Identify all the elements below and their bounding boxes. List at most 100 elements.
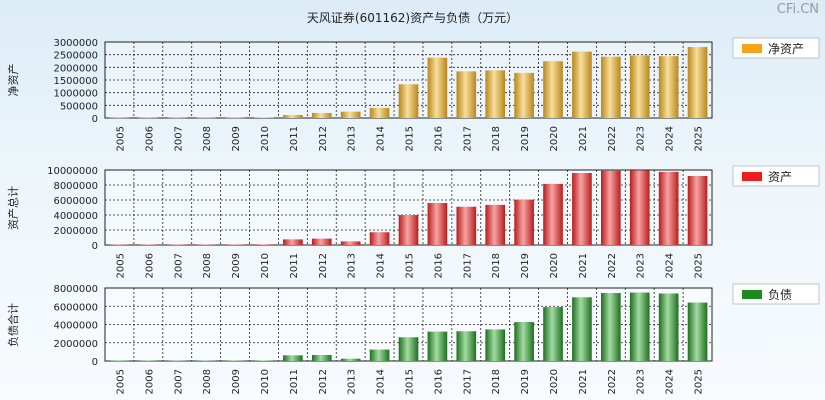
bar-total-assets-2008[interactable] xyxy=(196,244,216,246)
bar-total-assets-2009[interactable] xyxy=(225,244,245,246)
y-tick-label: 2500000 xyxy=(53,51,98,62)
bar-total-assets-2025[interactable] xyxy=(687,176,708,245)
bar-total-liabilities-2025[interactable] xyxy=(687,302,708,361)
bar-total-liabilities-2024[interactable] xyxy=(658,293,679,361)
x-tick-label: 2017 xyxy=(462,253,473,278)
bar-net-assets-2009[interactable] xyxy=(225,117,245,119)
x-tick-label: 2018 xyxy=(491,126,502,151)
bar-total-assets-2010[interactable] xyxy=(254,244,274,245)
y-tick-label: 6000000 xyxy=(53,302,98,313)
x-tick-label: 2013 xyxy=(347,369,358,394)
bar-net-assets-2016[interactable] xyxy=(427,57,448,118)
bar-total-assets-2016[interactable] xyxy=(427,203,448,245)
bar-total-liabilities-2018[interactable] xyxy=(485,329,506,361)
bar-total-liabilities-2009[interactable] xyxy=(225,360,245,362)
bar-net-assets-2005[interactable] xyxy=(109,117,130,119)
legend-label: 负债 xyxy=(768,288,792,302)
x-tick-label: 2019 xyxy=(520,253,531,278)
bar-total-liabilities-2022[interactable] xyxy=(601,293,621,361)
bar-total-assets-2024[interactable] xyxy=(658,171,679,245)
bar-net-assets-2014[interactable] xyxy=(369,107,390,118)
x-tick-label: 2012 xyxy=(318,253,329,278)
bar-net-assets-2019[interactable] xyxy=(514,72,534,118)
bar-net-assets-2020[interactable] xyxy=(543,61,563,118)
x-tick-label: 2005 xyxy=(115,369,126,394)
bar-total-assets-2020[interactable] xyxy=(543,183,563,245)
bar-net-assets-2010[interactable] xyxy=(254,117,274,118)
bar-total-assets-2007[interactable] xyxy=(167,244,188,246)
bar-total-assets-2012[interactable] xyxy=(311,238,332,245)
bar-total-liabilities-2005[interactable] xyxy=(109,360,130,362)
bar-net-assets-2022[interactable] xyxy=(601,56,621,118)
x-tick-label: 2011 xyxy=(289,126,300,151)
y-axis-label: 净资产 xyxy=(6,64,20,97)
y-tick-label: 10000000 xyxy=(47,166,98,177)
x-tick-label: 2007 xyxy=(173,253,184,278)
bar-net-assets-2008[interactable] xyxy=(196,117,216,119)
bar-net-assets-2023[interactable] xyxy=(629,55,650,118)
bar-total-assets-2005[interactable] xyxy=(109,244,130,246)
legend-label: 净资产 xyxy=(768,42,804,56)
x-tick-label: 2007 xyxy=(173,369,184,394)
y-tick-label: 2000000 xyxy=(53,63,98,74)
bar-total-assets-2011[interactable] xyxy=(283,239,303,245)
bar-total-assets-2019[interactable] xyxy=(514,199,534,245)
x-tick-label: 2023 xyxy=(636,126,647,151)
y-tick-label: 6000000 xyxy=(53,196,98,207)
y-axis-label: 资产总计 xyxy=(6,186,20,230)
x-tick-label: 2014 xyxy=(376,253,387,278)
bar-net-assets-2011[interactable] xyxy=(283,114,303,118)
bar-total-liabilities-2013[interactable] xyxy=(340,358,361,361)
bar-total-liabilities-2008[interactable] xyxy=(196,360,216,362)
y-tick-label: 0 xyxy=(92,357,98,368)
bar-net-assets-2015[interactable] xyxy=(398,84,419,118)
bar-total-assets-2017[interactable] xyxy=(456,206,477,245)
bar-total-assets-2023[interactable] xyxy=(629,170,650,245)
bar-total-liabilities-2011[interactable] xyxy=(283,355,303,361)
y-tick-label: 500000 xyxy=(60,101,98,112)
x-tick-label: 2024 xyxy=(665,369,676,394)
bar-net-assets-2017[interactable] xyxy=(456,71,477,118)
bar-net-assets-2013[interactable] xyxy=(340,111,361,118)
x-tick-label: 2005 xyxy=(115,253,126,278)
x-tick-label: 2025 xyxy=(694,253,705,278)
bar-total-liabilities-2021[interactable] xyxy=(572,297,592,361)
x-tick-label: 2021 xyxy=(578,126,589,151)
bar-total-liabilities-2019[interactable] xyxy=(514,322,534,361)
legend-swatch xyxy=(742,44,762,53)
bar-net-assets-2006[interactable] xyxy=(138,117,159,119)
x-tick-label: 2008 xyxy=(202,253,213,278)
bar-net-assets-2025[interactable] xyxy=(687,47,708,118)
bar-total-assets-2013[interactable] xyxy=(340,241,361,245)
bar-net-assets-2007[interactable] xyxy=(167,117,188,119)
bar-total-liabilities-2007[interactable] xyxy=(167,360,188,362)
bar-net-assets-2024[interactable] xyxy=(658,56,679,118)
x-tick-label: 2024 xyxy=(665,126,676,151)
bar-total-liabilities-2023[interactable] xyxy=(629,292,650,361)
chart-total-assets: 0 2000000 4000000 6000000 8000000 10000000 200… xyxy=(6,165,820,278)
bar-total-liabilities-2006[interactable] xyxy=(138,360,159,362)
x-tick-label: 2009 xyxy=(231,126,242,151)
bar-total-liabilities-2020[interactable] xyxy=(543,307,563,361)
bar-net-assets-2018[interactable] xyxy=(485,70,506,118)
x-tick-label: 2021 xyxy=(578,253,589,278)
y-tick-label: 0 xyxy=(92,241,98,252)
bar-total-assets-2022[interactable] xyxy=(601,170,621,245)
bar-total-assets-2021[interactable] xyxy=(572,173,592,245)
bar-total-liabilities-2014[interactable] xyxy=(369,349,390,361)
bar-net-assets-2012[interactable] xyxy=(311,112,332,118)
bar-total-liabilities-2015[interactable] xyxy=(398,337,419,361)
bar-net-assets-2021[interactable] xyxy=(572,51,592,119)
y-tick-label: 3000000 xyxy=(53,38,98,49)
x-tick-label: 2008 xyxy=(202,126,213,151)
bar-total-liabilities-2012[interactable] xyxy=(311,354,332,361)
x-tick-label: 2017 xyxy=(462,126,473,151)
bar-total-liabilities-2016[interactable] xyxy=(427,331,448,361)
bar-total-assets-2018[interactable] xyxy=(485,204,506,245)
bar-total-assets-2015[interactable] xyxy=(398,215,419,245)
bar-total-liabilities-2017[interactable] xyxy=(456,331,477,361)
bar-total-assets-2006[interactable] xyxy=(138,244,159,246)
bar-total-liabilities-2010[interactable] xyxy=(254,360,274,361)
bar-total-assets-2014[interactable] xyxy=(369,232,390,245)
